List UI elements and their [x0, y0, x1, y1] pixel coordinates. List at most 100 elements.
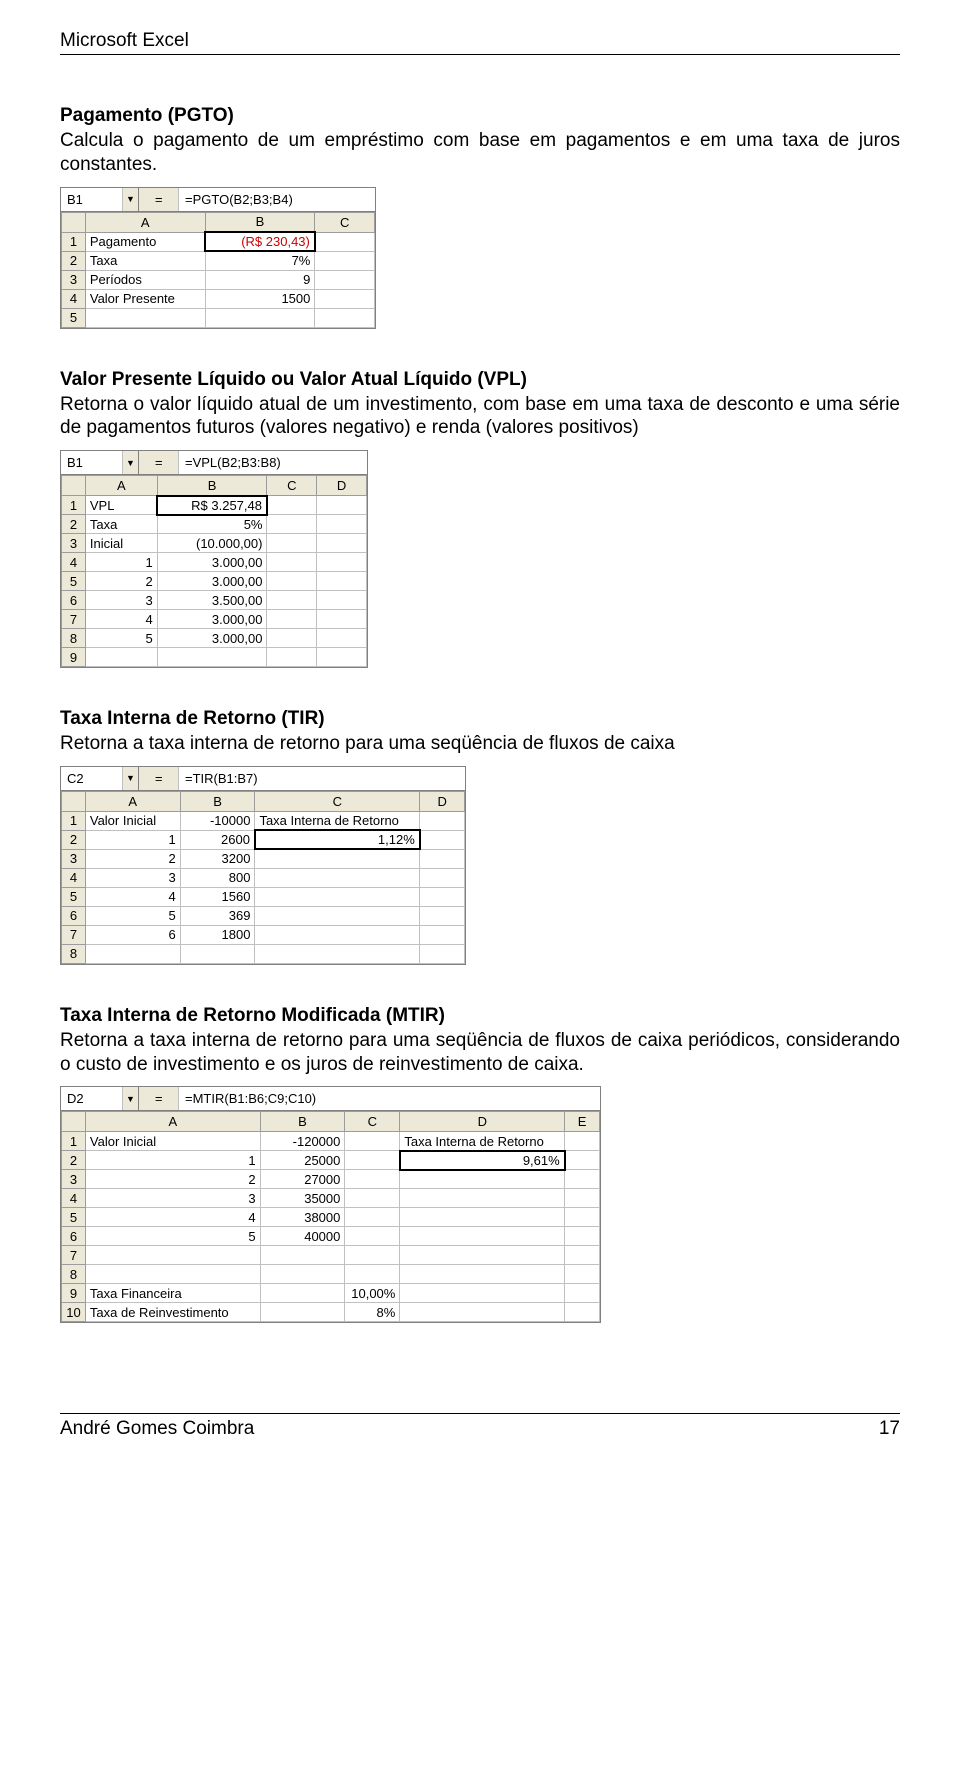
formula-input[interactable]: =PGTO(B2;B3;B4)	[179, 188, 375, 211]
name-box[interactable]: D2▼	[61, 1087, 139, 1110]
cell[interactable]	[345, 1151, 400, 1170]
cell[interactable]	[420, 944, 465, 963]
cell[interactable]	[345, 1132, 400, 1151]
cell[interactable]	[315, 308, 375, 327]
cell[interactable]	[317, 496, 367, 515]
cell[interactable]	[317, 648, 367, 667]
name-box[interactable]: B1▼	[61, 451, 139, 474]
cell[interactable]	[317, 534, 367, 553]
row-header[interactable]: 8	[62, 1265, 86, 1284]
cell[interactable]	[255, 925, 420, 944]
spreadsheet-grid[interactable]: ABCDE1Valor Inicial-120000Taxa Interna d…	[61, 1111, 600, 1322]
cell[interactable]: Taxa	[85, 515, 157, 534]
row-header[interactable]: 8	[62, 944, 86, 963]
cell[interactable]: Períodos	[85, 270, 205, 289]
cell[interactable]	[267, 534, 317, 553]
cell[interactable]	[420, 925, 465, 944]
column-header[interactable]: A	[85, 476, 157, 496]
cell[interactable]: 40000	[260, 1227, 345, 1246]
cell[interactable]: Pagamento	[85, 232, 205, 251]
cell[interactable]: Inicial	[85, 534, 157, 553]
cell[interactable]	[267, 572, 317, 591]
row-header[interactable]: 2	[62, 515, 86, 534]
cell[interactable]: 6	[85, 925, 180, 944]
cell[interactable]: 5	[85, 629, 157, 648]
cell[interactable]	[315, 251, 375, 270]
cell[interactable]	[345, 1189, 400, 1208]
cell[interactable]: 25000	[260, 1151, 345, 1170]
formula-input[interactable]: =VPL(B2;B3:B8)	[179, 451, 367, 474]
cell[interactable]	[317, 610, 367, 629]
cell[interactable]	[317, 629, 367, 648]
row-header[interactable]: 6	[62, 906, 86, 925]
cell[interactable]	[420, 887, 465, 906]
cell[interactable]	[267, 629, 317, 648]
cell[interactable]	[345, 1208, 400, 1227]
row-header[interactable]: 2	[62, 1151, 86, 1170]
column-header[interactable]: B	[205, 212, 315, 232]
cell[interactable]: R$ 3.257,48	[157, 496, 267, 515]
column-header[interactable]: A	[85, 791, 180, 811]
cell[interactable]	[255, 906, 420, 925]
cell[interactable]: 1	[85, 553, 157, 572]
cell[interactable]: 800	[180, 868, 255, 887]
dropdown-icon[interactable]: ▼	[122, 1087, 138, 1110]
cell[interactable]: 3.000,00	[157, 610, 267, 629]
cell[interactable]	[420, 849, 465, 868]
cell[interactable]: 2600	[180, 830, 255, 849]
row-header[interactable]: 9	[62, 648, 86, 667]
row-header[interactable]: 4	[62, 1189, 86, 1208]
row-header[interactable]: 6	[62, 1227, 86, 1246]
row-header[interactable]: 2	[62, 830, 86, 849]
cell[interactable]: Valor Inicial	[85, 1132, 260, 1151]
cell[interactable]: 8%	[345, 1303, 400, 1322]
cell[interactable]	[317, 591, 367, 610]
column-header[interactable]: B	[180, 791, 255, 811]
row-header[interactable]: 5	[62, 887, 86, 906]
cell[interactable]: 1	[85, 1151, 260, 1170]
cell[interactable]	[260, 1246, 345, 1265]
cell[interactable]: (R$ 230,43)	[205, 232, 315, 251]
cell[interactable]: -120000	[260, 1132, 345, 1151]
cell[interactable]	[420, 830, 465, 849]
cell[interactable]	[420, 906, 465, 925]
column-header[interactable]: A	[85, 1112, 260, 1132]
name-box[interactable]: C2▼	[61, 767, 139, 790]
name-box[interactable]: B1▼	[61, 188, 139, 211]
cell[interactable]: 4	[85, 610, 157, 629]
cell[interactable]	[85, 308, 205, 327]
cell[interactable]: 2	[85, 849, 180, 868]
cell[interactable]: 2	[85, 572, 157, 591]
formula-input[interactable]: =MTIR(B1:B6;C9;C10)	[179, 1087, 600, 1110]
dropdown-icon[interactable]: ▼	[122, 188, 138, 211]
cell[interactable]	[315, 270, 375, 289]
cell[interactable]	[400, 1170, 565, 1189]
cell[interactable]	[267, 648, 317, 667]
cell[interactable]	[85, 1265, 260, 1284]
cell[interactable]	[267, 591, 317, 610]
cell[interactable]: 35000	[260, 1189, 345, 1208]
cell[interactable]: (10.000,00)	[157, 534, 267, 553]
cell[interactable]: 1,12%	[255, 830, 420, 849]
row-header[interactable]: 10	[62, 1303, 86, 1322]
cell[interactable]: 3.500,00	[157, 591, 267, 610]
row-header[interactable]: 8	[62, 629, 86, 648]
select-all-corner[interactable]	[62, 212, 86, 232]
cell[interactable]: 3200	[180, 849, 255, 868]
cell[interactable]	[345, 1246, 400, 1265]
cell[interactable]: Taxa de Reinvestimento	[85, 1303, 260, 1322]
cell[interactable]	[565, 1265, 600, 1284]
column-header[interactable]: D	[400, 1112, 565, 1132]
row-header[interactable]: 1	[62, 811, 86, 830]
cell[interactable]	[317, 553, 367, 572]
spreadsheet-grid[interactable]: ABCD1Valor Inicial-10000Taxa Interna de …	[61, 791, 465, 964]
row-header[interactable]: 3	[62, 1170, 86, 1189]
cell[interactable]: Taxa Interna de Retorno	[400, 1132, 565, 1151]
cell[interactable]	[400, 1189, 565, 1208]
cell[interactable]: 9	[205, 270, 315, 289]
cell[interactable]: 38000	[260, 1208, 345, 1227]
select-all-corner[interactable]	[62, 791, 86, 811]
spreadsheet-grid[interactable]: ABCD1VPLR$ 3.257,482Taxa5%3Inicial(10.00…	[61, 475, 367, 667]
cell[interactable]	[205, 308, 315, 327]
cell[interactable]: 1	[85, 830, 180, 849]
